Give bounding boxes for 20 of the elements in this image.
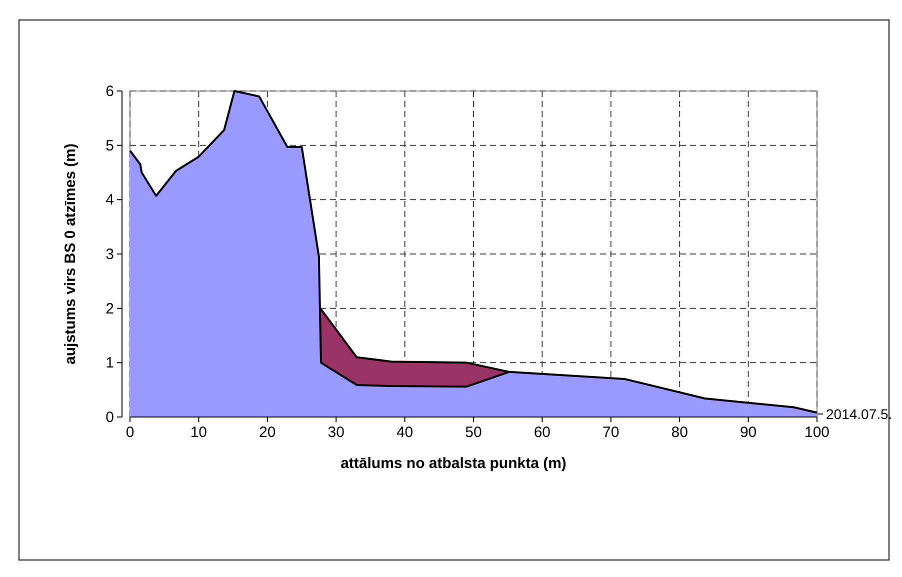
x-tick-label: 10 — [190, 424, 208, 441]
x-tick-label: 50 — [465, 424, 482, 441]
x-tick-label: 60 — [534, 424, 551, 441]
x-tick-label: 20 — [259, 424, 276, 441]
x-tick-label: 100 — [804, 424, 830, 441]
x-tick-label: 30 — [328, 424, 344, 441]
x-tick-label: 0 — [126, 424, 134, 441]
y-axis-title: aujstums virs BS 0 atzīmes (m) — [62, 144, 79, 364]
y-tick-label: 5 — [106, 137, 114, 154]
y-tick-label: 0 — [106, 409, 114, 426]
x-tick-label: 70 — [602, 424, 620, 441]
y-tick-label: 4 — [106, 192, 114, 209]
y-tick-label: 6 — [106, 83, 114, 100]
y-tick-label: 2 — [106, 300, 114, 318]
y-tick-label: 1 — [106, 354, 114, 372]
x-axis-title: attālums no atbalsta punkta (m) — [340, 455, 566, 472]
y-tick-label: 3 — [106, 246, 114, 263]
x-tick-label: 90 — [740, 424, 757, 441]
x-tick-label: 80 — [671, 424, 688, 441]
x-tick-label: 40 — [396, 424, 414, 441]
